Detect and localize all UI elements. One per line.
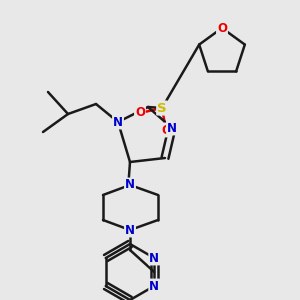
Text: N: N [149, 280, 159, 292]
Text: O: O [161, 124, 171, 136]
Text: O: O [217, 22, 227, 34]
Text: N: N [113, 116, 123, 128]
Text: N: N [167, 122, 177, 134]
Text: O: O [135, 106, 145, 119]
Text: N: N [149, 251, 159, 265]
Text: N: N [125, 178, 135, 191]
Text: S: S [157, 101, 167, 115]
Text: N: N [125, 224, 135, 236]
